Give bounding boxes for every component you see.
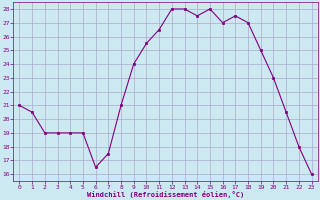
X-axis label: Windchill (Refroidissement éolien,°C): Windchill (Refroidissement éolien,°C) — [87, 191, 244, 198]
